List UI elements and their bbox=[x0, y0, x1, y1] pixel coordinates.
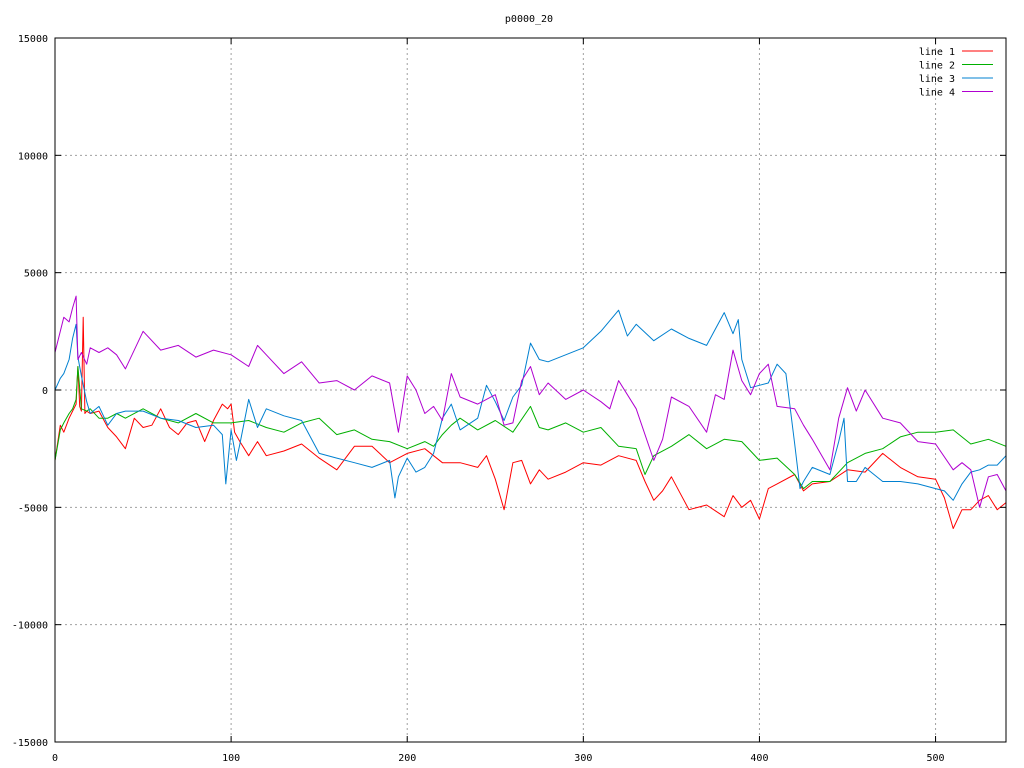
y-tick-label: 10000 bbox=[18, 151, 48, 162]
series-line-2 bbox=[54, 366, 1007, 490]
legend-label: line 2 bbox=[919, 61, 955, 72]
x-tick-label: 200 bbox=[398, 753, 416, 764]
y-tick-label: 15000 bbox=[18, 34, 48, 45]
legend-label: line 4 bbox=[919, 88, 955, 99]
x-tick-label: 400 bbox=[750, 753, 768, 764]
series-line-3 bbox=[54, 309, 1007, 501]
x-tick-label: 300 bbox=[574, 753, 592, 764]
chart-title: p0000_20 bbox=[505, 14, 553, 25]
legend-label: line 1 bbox=[919, 47, 955, 58]
x-tick-label: 500 bbox=[927, 753, 945, 764]
y-tick-label: -10000 bbox=[12, 621, 48, 632]
y-tick-label: -15000 bbox=[12, 738, 48, 749]
series-line-1 bbox=[54, 316, 1007, 529]
y-tick-label: -5000 bbox=[18, 503, 48, 514]
x-tick-label: 0 bbox=[52, 753, 58, 764]
grid-lines bbox=[55, 38, 1006, 742]
axis-ticks: 0 100 200 300 400 500 -15000 -10000 -5000 0 5000 10… bbox=[12, 34, 1006, 764]
series-lines bbox=[54, 295, 1007, 529]
y-tick-label: 5000 bbox=[24, 269, 48, 280]
y-tick-label: 0 bbox=[42, 386, 48, 397]
legend-label: line 3 bbox=[919, 74, 955, 85]
legend: line 1 line 2 line 3 line 4 bbox=[919, 47, 993, 99]
series-line-4 bbox=[54, 295, 1007, 508]
x-tick-label: 100 bbox=[222, 753, 240, 764]
